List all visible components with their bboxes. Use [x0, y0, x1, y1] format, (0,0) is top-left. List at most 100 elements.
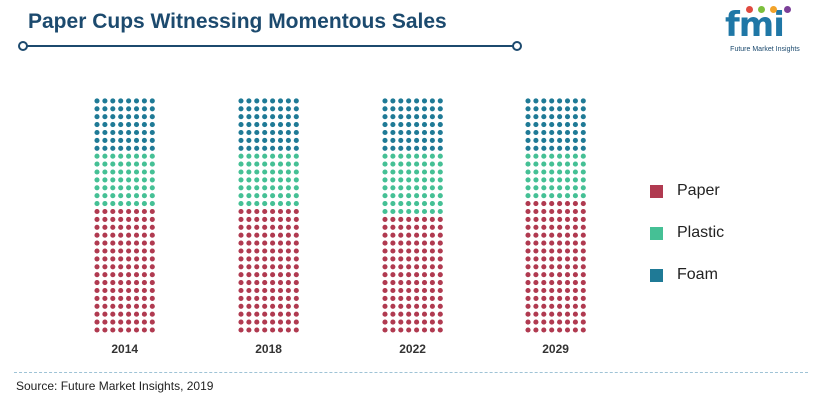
dot-paper — [285, 232, 291, 238]
dot-paper — [421, 311, 428, 317]
dot-paper — [94, 327, 100, 333]
dot-paper — [414, 264, 420, 270]
dot-foam — [564, 137, 571, 143]
dot-paper — [564, 287, 571, 294]
dot-plastic — [238, 169, 244, 175]
dot-foam — [421, 145, 428, 151]
dot-plastic — [382, 193, 388, 199]
dot-foam — [141, 122, 147, 128]
dot-paper — [580, 272, 586, 278]
dot-plastic — [533, 193, 539, 199]
dot-paper — [254, 232, 260, 238]
dot-paper — [390, 303, 396, 309]
dot-plastic — [118, 161, 124, 167]
dot-paper — [94, 208, 100, 215]
dot-plastic — [414, 169, 420, 175]
dot-foam — [126, 145, 132, 151]
dot-paper — [254, 224, 260, 230]
dot-paper — [406, 303, 412, 309]
dot-paper — [557, 240, 563, 246]
dot-paper — [398, 232, 404, 238]
dot-foam — [414, 137, 420, 143]
dot-paper — [557, 327, 563, 333]
dot-paper — [285, 327, 291, 333]
dot-plastic — [533, 177, 539, 183]
dot-paper — [141, 311, 147, 317]
dot-paper — [277, 280, 284, 286]
dot-paper — [141, 216, 147, 222]
dot-paper — [541, 272, 547, 278]
dot-paper — [254, 248, 260, 254]
dot-plastic — [293, 161, 299, 167]
dot-foam — [382, 106, 388, 112]
dot-paper — [398, 280, 404, 286]
dot-foam — [126, 129, 132, 136]
dot-plastic — [572, 161, 578, 167]
dot-paper — [149, 248, 155, 254]
dot-foam — [437, 98, 443, 104]
dot-foam — [390, 145, 396, 151]
dot-plastic — [406, 177, 412, 183]
dot-paper — [421, 224, 428, 230]
dot-plastic — [238, 161, 244, 167]
dot-paper — [110, 272, 116, 278]
dot-plastic — [141, 193, 147, 199]
dot-paper — [564, 232, 571, 238]
dot-foam — [429, 145, 435, 151]
dot-plastic — [414, 193, 420, 199]
dot-plastic — [149, 161, 155, 167]
dot-foam — [429, 114, 435, 120]
dot-plastic — [262, 161, 268, 167]
dot-paper — [572, 224, 578, 230]
dot-paper — [564, 280, 571, 286]
dot-paper — [270, 232, 276, 238]
dot-plastic — [126, 153, 132, 159]
dot-foam — [557, 98, 563, 104]
dot-paper — [102, 208, 108, 215]
dot-foam — [141, 114, 147, 120]
dot-column-2022 — [382, 98, 443, 333]
dot-paper — [102, 248, 108, 254]
dot-paper — [541, 256, 547, 262]
dot-paper — [277, 303, 284, 309]
dot-plastic — [437, 161, 443, 167]
dot-foam — [564, 122, 571, 128]
dot-foam — [406, 106, 412, 112]
dot-foam — [141, 145, 147, 151]
dot-plastic — [102, 177, 108, 183]
dot-foam — [533, 98, 539, 104]
dot-plastic — [102, 169, 108, 175]
dot-paper — [102, 311, 108, 317]
dot-paper — [398, 319, 404, 325]
dot-plastic — [525, 185, 531, 191]
dot-paper — [277, 256, 284, 262]
dot-foam — [406, 129, 412, 136]
dot-paper — [541, 240, 547, 246]
dot-paper — [525, 287, 531, 294]
dot-paper — [549, 295, 555, 301]
dot-foam — [429, 137, 435, 143]
dot-plastic — [238, 201, 244, 207]
dot-plastic — [580, 177, 586, 183]
dot-paper — [406, 240, 412, 246]
dot-foam — [437, 122, 443, 128]
dot-foam — [102, 129, 108, 136]
dot-paper — [262, 295, 268, 301]
dot-plastic — [398, 201, 404, 207]
dot-foam — [126, 98, 132, 104]
dot-foam — [421, 129, 428, 136]
dot-paper — [398, 311, 404, 317]
dot-plastic — [238, 193, 244, 199]
dot-paper — [533, 327, 539, 333]
dot-plastic — [149, 169, 155, 175]
dot-paper — [149, 256, 155, 262]
dot-paper — [133, 319, 140, 325]
dot-plastic — [580, 161, 586, 167]
dot-paper — [149, 311, 155, 317]
dot-paper — [382, 264, 388, 270]
dot-paper — [406, 248, 412, 254]
dot-foam — [580, 122, 586, 128]
dot-paper — [580, 256, 586, 262]
dot-paper — [580, 240, 586, 246]
dot-paper — [437, 327, 443, 333]
